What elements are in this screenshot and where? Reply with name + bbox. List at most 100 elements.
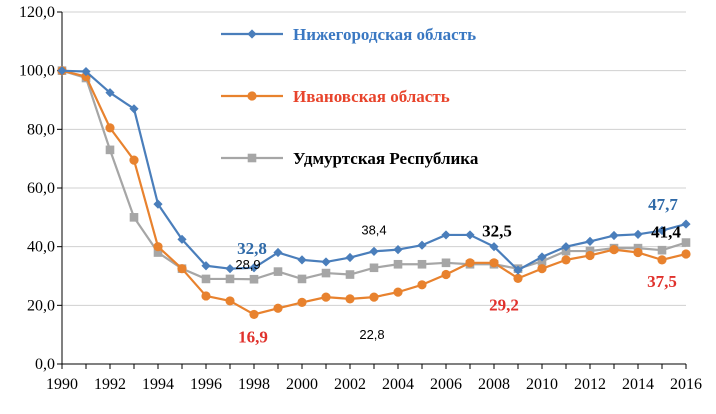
x-tick-label: 1992 [94, 376, 126, 393]
data-point [417, 280, 427, 290]
y-tick-label: 60,0 [27, 180, 55, 197]
data-point [297, 297, 307, 307]
data-point [417, 240, 427, 250]
x-tick-label: 2014 [622, 376, 654, 393]
y-tick-label: 100,0 [19, 63, 55, 80]
legend-entry-1: Ивановская область [221, 87, 450, 106]
data-point [321, 292, 331, 302]
data-point [657, 225, 667, 236]
data-point [225, 264, 235, 274]
legend-label: Нижегородская область [293, 25, 476, 44]
data-point [609, 245, 619, 255]
data-label: 22,8 [359, 327, 384, 342]
data-point [273, 267, 283, 276]
data-point [681, 249, 691, 259]
data-point [633, 229, 643, 239]
data-point [465, 230, 475, 240]
data-point [225, 274, 235, 284]
data-point [153, 242, 163, 252]
data-point [561, 255, 571, 265]
data-point [489, 242, 499, 252]
data-label: 16,9 [238, 327, 268, 346]
data-point [153, 248, 163, 257]
x-axis-ticks: 1990 1992 1994 1996 1998 2000 2002 2004 2006 2008… [46, 364, 702, 393]
x-tick-label: 2004 [382, 376, 414, 393]
data-point [249, 263, 259, 273]
data-point [345, 270, 355, 279]
data-label: 38,4 [361, 222, 386, 237]
data-point [321, 257, 331, 267]
data-point [681, 219, 691, 229]
data-point [201, 274, 211, 284]
x-tick-label: 2002 [334, 376, 366, 393]
legend: Нижегородская область Ивановская область У… [221, 25, 479, 168]
data-point [321, 268, 331, 278]
data-label: 28,9 [235, 257, 260, 272]
data-label: 29,2 [489, 295, 519, 314]
x-tick-label: 1998 [238, 376, 270, 393]
y-tick-label: 20,0 [27, 297, 55, 314]
data-point [441, 269, 451, 280]
x-tick-label: 2012 [574, 376, 606, 393]
y-tick-label: 40,0 [27, 239, 55, 256]
grid-lines [62, 11, 686, 306]
data-point [273, 303, 283, 313]
data-point [369, 292, 379, 302]
y-tick-label: 80,0 [27, 121, 55, 138]
data-point [537, 252, 547, 262]
data-label: 32,5 [482, 222, 512, 241]
data-point [657, 255, 667, 265]
data-point [129, 155, 139, 165]
data-point [513, 273, 523, 283]
data-label: 47,7 [648, 195, 678, 214]
x-tick-label: 2016 [670, 376, 702, 393]
data-label-group: 32,8 38,4 47,7 16,9 22,8 29,2 37,5 28,9 32,5 41,4 [235, 195, 681, 346]
data-point [297, 274, 307, 284]
x-tick-label: 1996 [190, 376, 222, 393]
data-point [225, 296, 235, 306]
series-0 [57, 66, 691, 275]
data-label: 32,8 [237, 239, 267, 258]
series-1 [57, 66, 691, 320]
data-point [105, 123, 115, 133]
data-point [153, 199, 163, 209]
data-point [105, 145, 115, 155]
data-point [633, 247, 643, 258]
data-point [489, 258, 499, 268]
data-point [393, 245, 403, 255]
data-point [369, 246, 379, 256]
data-label: 37,5 [647, 272, 677, 291]
data-point [273, 247, 283, 258]
data-point [369, 263, 379, 273]
data-point [249, 274, 259, 284]
y-tick-label: 120,0 [19, 4, 55, 21]
data-point [247, 29, 257, 39]
x-tick-label: 2006 [430, 376, 462, 393]
x-tick-label: 2000 [286, 376, 318, 393]
data-point [57, 66, 67, 76]
data-point [585, 236, 595, 246]
x-tick-label: 2010 [526, 376, 558, 393]
series-group [57, 66, 691, 320]
data-point [441, 258, 451, 268]
data-point [441, 230, 451, 240]
legend-label: Удмуртская Республика [293, 149, 479, 168]
data-point [129, 213, 139, 222]
data-point [585, 250, 595, 261]
x-tick-label: 1994 [142, 376, 174, 393]
data-point [561, 242, 571, 252]
data-point [417, 259, 427, 269]
legend-label: Ивановская область [293, 87, 450, 106]
data-point [393, 259, 403, 269]
x-tick-label: 2008 [478, 376, 510, 393]
data-point [681, 238, 691, 247]
data-point [177, 234, 187, 244]
data-point [297, 255, 307, 265]
data-point [249, 309, 259, 320]
data-point [657, 245, 667, 255]
data-point [393, 287, 403, 297]
data-point [465, 258, 475, 268]
y-tick-label: 0,0 [35, 356, 55, 373]
x-tick-label: 1990 [46, 376, 78, 393]
